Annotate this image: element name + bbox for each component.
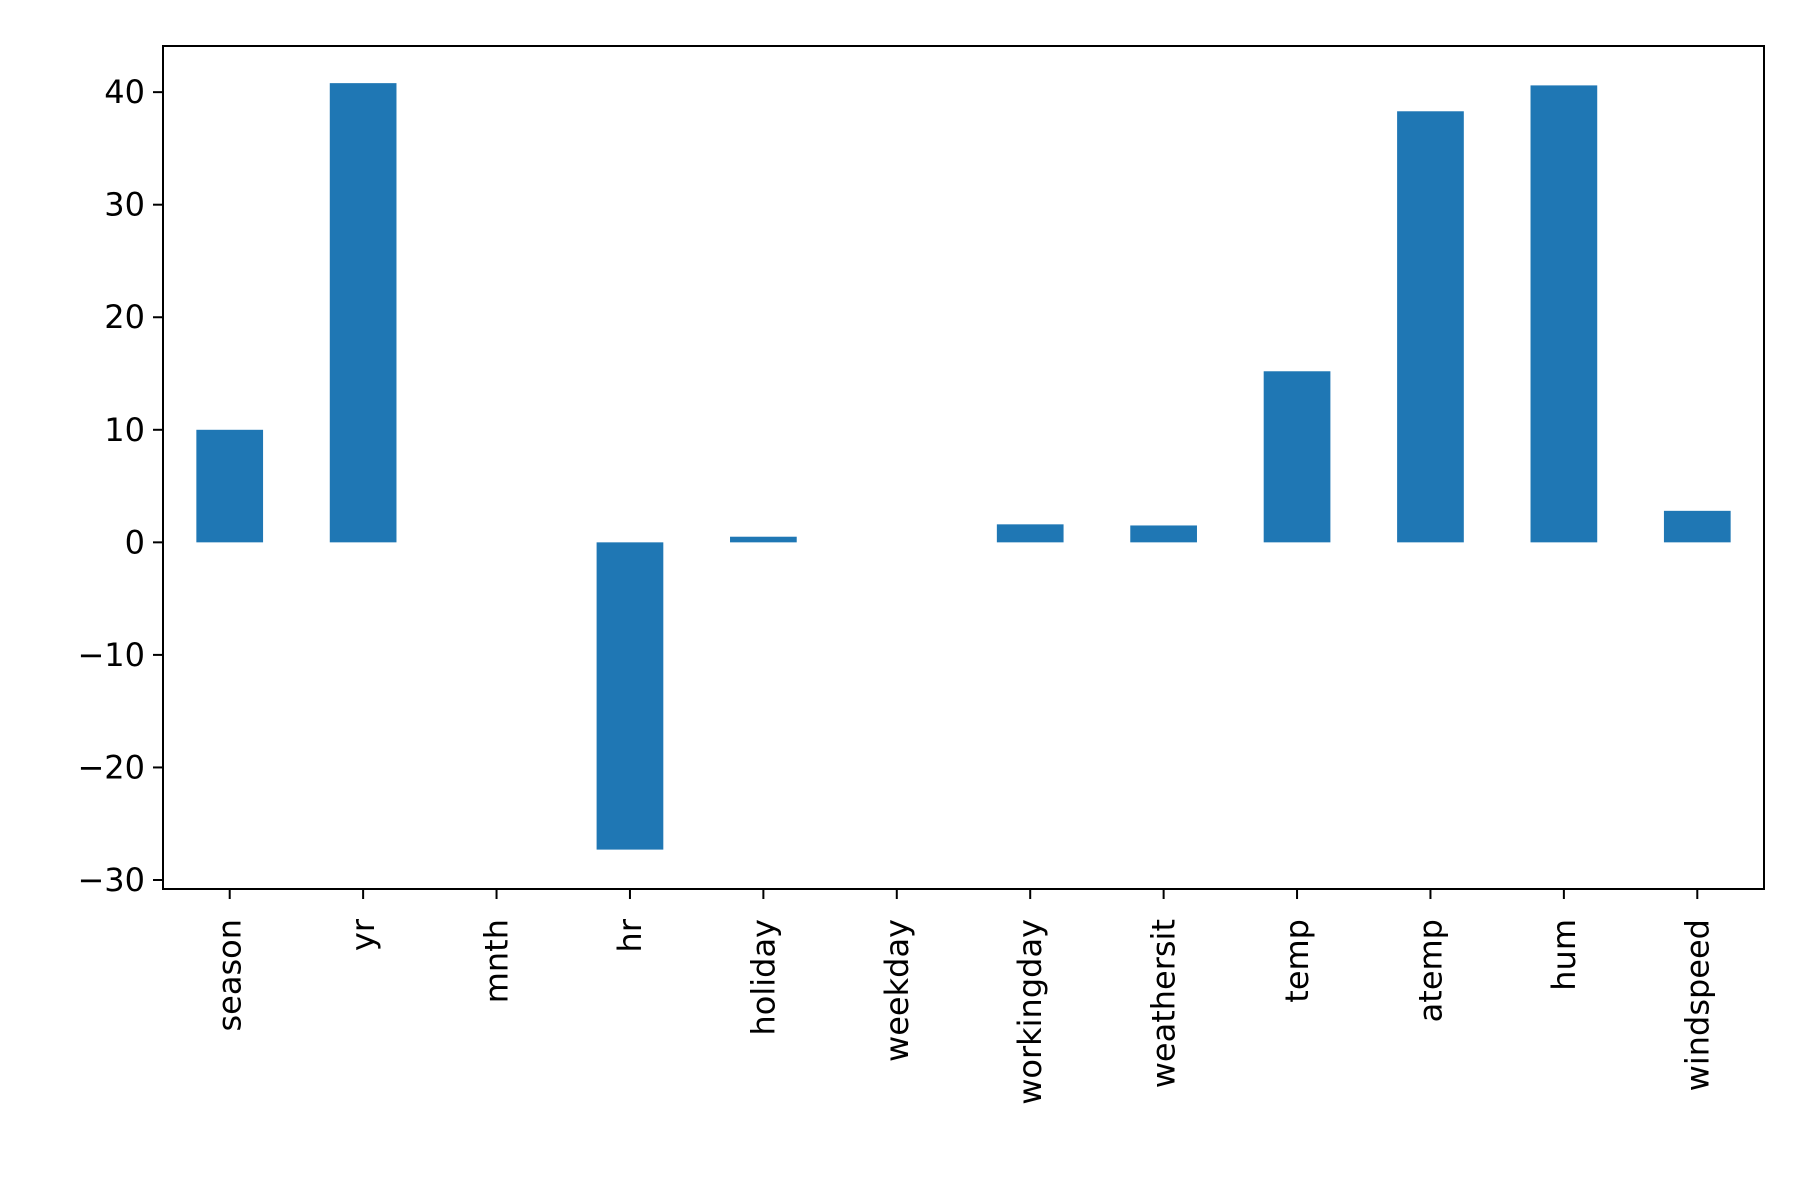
- bars-group: [196, 83, 1731, 850]
- y-tick-label: 0: [125, 523, 145, 561]
- x-tick-label-holiday: holiday: [744, 919, 782, 1036]
- y-axis: −30 −20 −10 0 10 20 30 40: [77, 73, 163, 899]
- y-tick-label: 40: [104, 73, 145, 111]
- y-tick-label: −30: [77, 861, 145, 899]
- x-tick-label-hum: hum: [1545, 919, 1583, 991]
- y-tick-label: −10: [77, 636, 145, 674]
- x-tick-label-weathersit: weathersit: [1145, 919, 1183, 1088]
- plot-area: [163, 46, 1764, 889]
- x-tick-label-season: season: [211, 919, 249, 1032]
- x-tick-label-atemp: atemp: [1411, 919, 1449, 1022]
- bar-season: [196, 429, 264, 543]
- x-tick-label-windspeed: windspeed: [1678, 919, 1716, 1091]
- bar-windspeed: [1663, 510, 1731, 543]
- bar-yr: [329, 83, 397, 543]
- x-tick-label-workingday: workingday: [1011, 919, 1049, 1105]
- x-tick-label-hr: hr: [611, 918, 649, 952]
- x-tick-label-yr: yr: [344, 918, 382, 951]
- bar-weathersit: [1130, 525, 1197, 543]
- bar-holiday: [730, 536, 797, 543]
- bar-workingday: [996, 524, 1064, 543]
- y-tick-label: 10: [104, 411, 145, 449]
- bar-hum: [1530, 85, 1598, 543]
- y-tick-label: 20: [104, 298, 145, 336]
- y-tick-label: −20: [77, 748, 145, 786]
- y-tick-label: 30: [104, 186, 145, 224]
- x-axis: season yr mnth hr holiday weekday workingday we…: [211, 889, 1716, 1105]
- bar-hr: [596, 542, 664, 850]
- x-tick-label-weekday: weekday: [878, 919, 916, 1062]
- x-tick-label-temp: temp: [1278, 919, 1316, 1003]
- bar-atemp: [1397, 111, 1464, 543]
- bar-temp: [1263, 371, 1331, 543]
- plot-frame: [162, 45, 1765, 890]
- x-tick-label-mnth: mnth: [478, 919, 516, 1003]
